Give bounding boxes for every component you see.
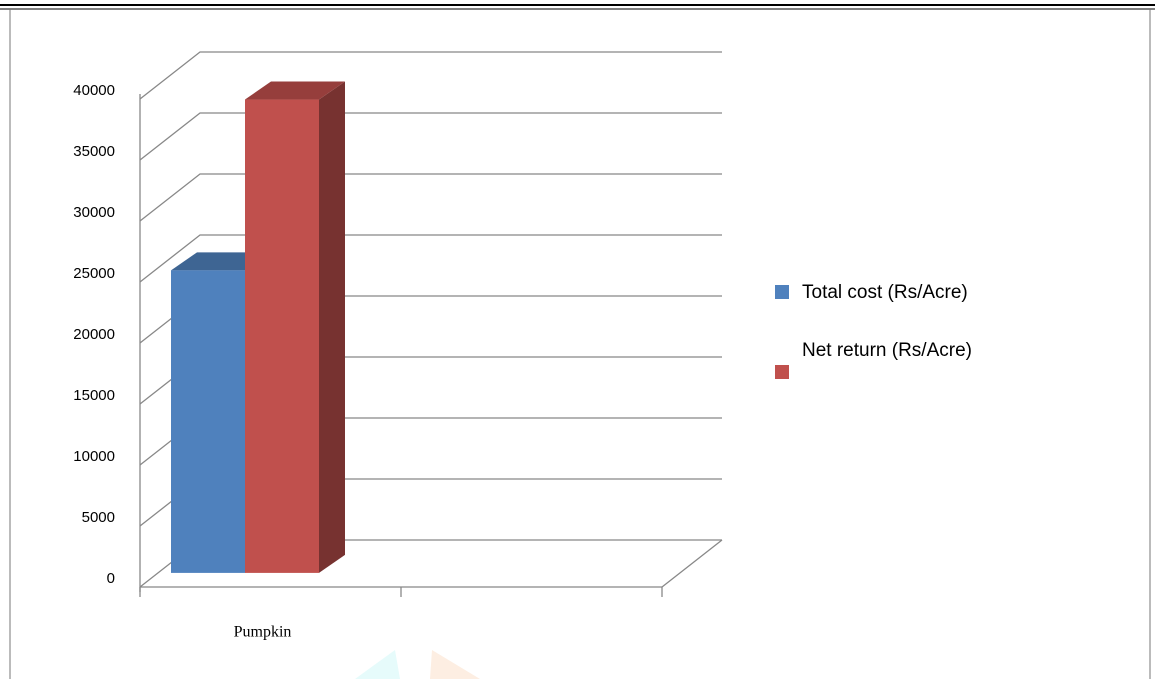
grid-line bbox=[139, 51, 722, 100]
bar-top bbox=[245, 81, 345, 100]
watermark bbox=[430, 650, 480, 679]
y-tick-label: 10000 bbox=[73, 448, 115, 465]
y-tick-label: 15000 bbox=[73, 387, 115, 404]
watermark bbox=[355, 650, 400, 679]
bar-side bbox=[319, 81, 345, 573]
bar bbox=[171, 270, 245, 573]
bar bbox=[245, 99, 319, 573]
legend-swatch bbox=[775, 365, 789, 379]
legend-swatch bbox=[775, 285, 789, 299]
grid-line bbox=[139, 173, 722, 222]
grid-line bbox=[139, 234, 722, 283]
grid-line bbox=[139, 112, 722, 161]
y-tick-label: 0 bbox=[107, 570, 115, 587]
legend-label: Total cost (Rs/Acre) bbox=[802, 282, 968, 303]
y-tick-label: 30000 bbox=[73, 204, 115, 221]
y-tick-label: 20000 bbox=[73, 326, 115, 343]
y-tick-label: 40000 bbox=[73, 82, 115, 99]
floor-edge bbox=[661, 539, 723, 588]
y-tick-label: 5000 bbox=[82, 509, 115, 526]
y-tick-label: 25000 bbox=[73, 265, 115, 282]
legend-label: Net return (Rs/Acre) bbox=[802, 340, 972, 361]
y-tick-label: 35000 bbox=[73, 143, 115, 160]
x-tick-label: Pumpkin bbox=[234, 624, 292, 641]
